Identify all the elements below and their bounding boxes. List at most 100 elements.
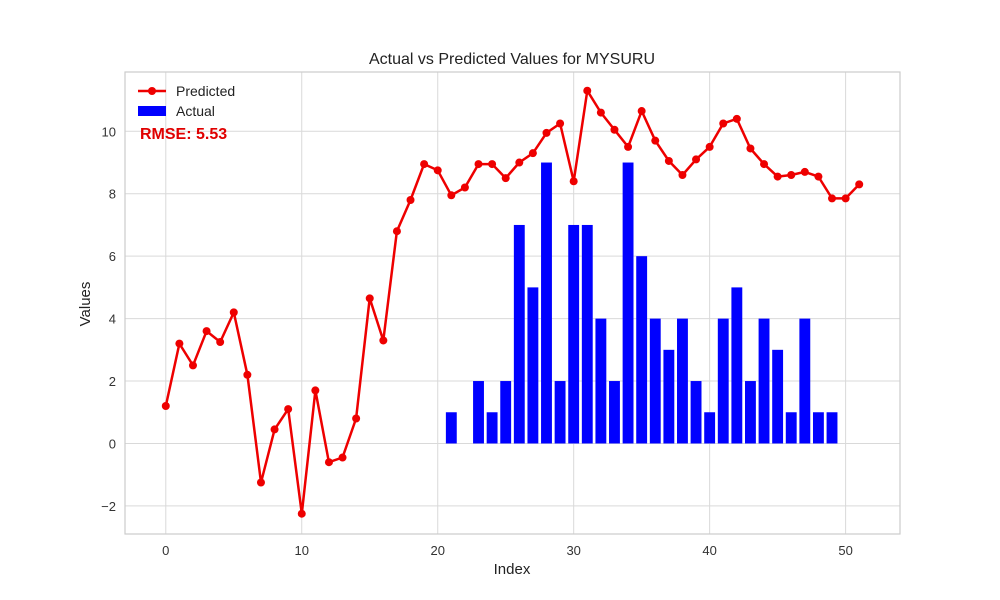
predicted-point [311,386,320,395]
predicted-point [556,119,565,128]
predicted-point [188,361,197,370]
y-tick-label: 4 [109,312,116,327]
actual-bar [785,412,797,444]
predicted-point [624,142,633,151]
predicted-point [379,336,388,345]
predicted-point [488,160,497,169]
predicted-line [161,86,864,518]
actual-bar [581,224,593,444]
y-tick-label: 10 [102,124,116,139]
predicted-point [719,119,728,128]
legend-actual-label: Actual [176,103,215,119]
x-tick-labels: 0 10 20 30 40 50 [162,543,853,558]
actual-bar [677,318,688,444]
predicted-point [800,167,809,176]
actual-bar [704,412,716,444]
actual-bar [690,381,702,444]
predicted-point [528,149,537,158]
x-tick-label: 10 [295,543,309,558]
x-tick-label: 30 [566,543,580,558]
predicted-point [664,156,673,165]
predicted-point [243,370,252,379]
predicted-point [773,172,782,181]
predicted-point [841,194,850,203]
predicted-point [324,458,333,467]
predicted-point [474,160,483,169]
predicted-point [705,142,714,151]
predicted-point [352,414,361,423]
actual-bar [622,162,634,444]
y-axis-label: Values [77,282,94,327]
predicted-point [202,327,211,336]
predicted-point [610,125,619,134]
actual-bar [663,349,675,444]
predicted-point [297,509,306,518]
predicted-point [501,174,510,183]
legend-actual-swatch [138,106,166,116]
predicted-point [420,160,429,169]
actual-bar [541,162,552,444]
actual-bar [527,287,539,444]
actual-bar [595,318,607,444]
x-tick-label: 20 [430,543,444,558]
predicted-point [583,86,592,95]
predicted-point [787,171,796,180]
actual-bar [826,412,838,444]
predicted-point [256,478,265,487]
predicted-point [678,171,687,180]
y-tick-label: 2 [109,374,116,389]
actual-bar [554,381,566,444]
predicted-point [651,136,660,145]
legend: Predicted Actual [138,83,235,119]
plot-frame [124,71,901,535]
actual-bar [473,381,484,444]
predicted-point [216,338,225,347]
predicted-series-line [164,89,861,515]
predicted-point [732,114,741,123]
actual-bar [513,224,525,444]
predicted-point [746,144,755,153]
actual-bar [717,318,729,444]
predicted-point [229,308,238,317]
y-tick-labels: −2 0 2 4 6 8 10 [101,124,116,514]
predicted-point [433,166,442,175]
predicted-point [542,128,551,137]
actual-bar [568,224,580,444]
actual-bar [812,412,824,444]
y-tick-label: −2 [101,499,116,514]
predicted-point [365,294,374,303]
actual-bar [636,256,648,444]
predicted-point [270,425,279,434]
x-tick-label: 50 [838,543,852,558]
predicted-point [447,191,456,200]
actual-bar [745,381,756,444]
actual-bar [772,349,784,444]
actual-bar [445,412,457,444]
predicted-point [460,183,469,192]
predicted-point [569,177,578,186]
legend-predicted-marker-swatch [148,87,156,95]
actual-bar [609,381,620,444]
x-tick-label: 40 [702,543,716,558]
predicted-point [175,339,184,348]
predicted-point [814,172,823,181]
predicted-point [637,107,646,116]
predicted-point [284,405,293,414]
actual-bar [486,412,498,444]
predicted-point [161,402,170,411]
x-tick-label: 0 [162,543,169,558]
y-tick-label: 8 [109,187,116,202]
actual-bar [500,381,512,444]
predicted-point [392,227,401,236]
predicted-point [596,108,605,117]
y-tick-label: 0 [109,436,116,451]
chart-title: Actual vs Predicted Values for MYSURU [369,51,655,68]
predicted-point [338,453,347,462]
actual-bar [799,318,811,444]
legend-predicted-label: Predicted [176,83,235,99]
predicted-point [515,158,524,167]
predicted-point [692,155,701,164]
rmse-annotation: RMSE: 5.53 [140,126,227,143]
